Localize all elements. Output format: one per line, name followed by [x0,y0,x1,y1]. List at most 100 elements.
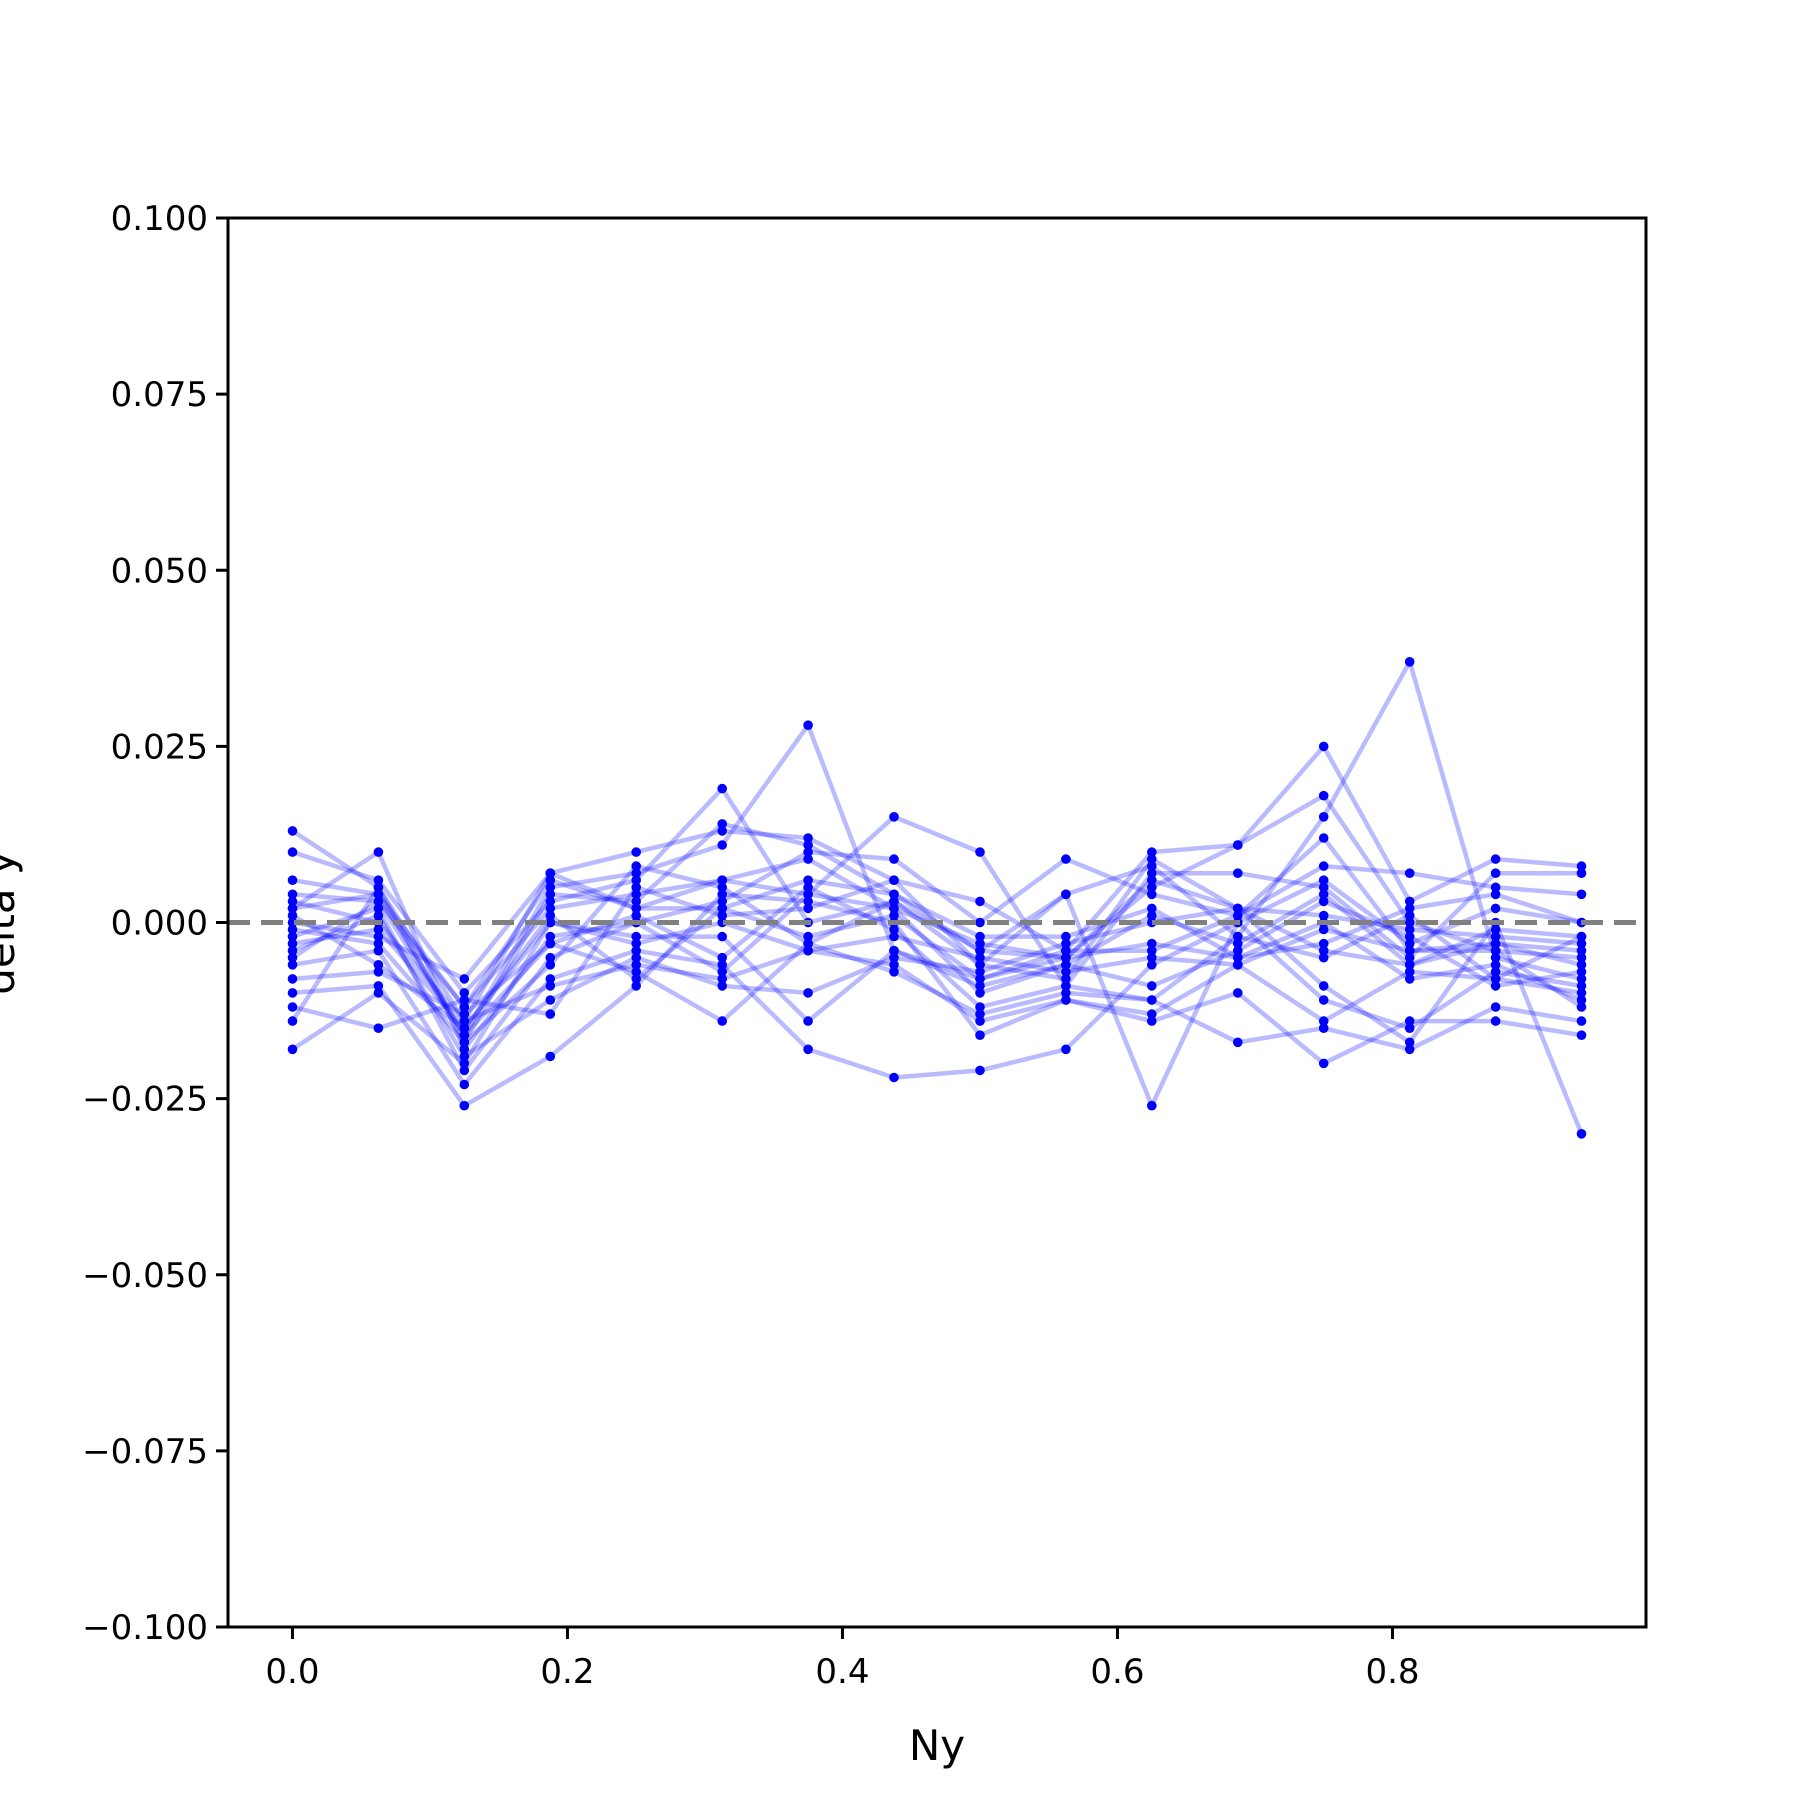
data-point [545,1051,556,1062]
data-point [545,995,556,1005]
y-tick-label: −0.075 [82,1432,208,1472]
data-point [287,896,298,907]
data-point [287,952,298,963]
data-point [1233,840,1243,850]
data-point [373,945,384,956]
series-line [290,863,1583,1045]
data-point [631,903,641,914]
series-line [291,899,1583,1024]
data-point [1061,988,1071,998]
data-point [803,840,813,850]
data-point [1490,960,1501,970]
data-point [373,960,384,970]
data-point [1061,938,1071,949]
data-point [1147,882,1157,893]
data-point [459,974,470,984]
data-point [717,910,727,921]
data-point [803,1044,813,1055]
data-point [1576,967,1587,977]
data-point [889,1072,899,1083]
data-point [975,1016,985,1026]
x-tick-label: 0.0 [265,1652,319,1692]
data-point [1318,910,1329,921]
data-point [1318,875,1329,885]
data-point [1318,833,1329,843]
data-point [803,875,813,885]
data-point [1404,931,1415,942]
data-point [1318,889,1329,900]
data-point [717,819,727,829]
y-tick-label: 0.075 [111,375,208,415]
data-point [287,931,298,942]
data-point [975,896,985,907]
series-line [292,920,1582,1087]
data-point [459,1030,470,1040]
data-point [1576,861,1587,871]
data-point [975,938,985,949]
data-point [803,931,813,942]
data-point [717,1016,727,1026]
data-point [459,995,470,1005]
data-point [1404,952,1415,963]
data-point [889,875,899,885]
data-point [889,924,899,935]
data-point [1233,868,1243,878]
data-point [1147,889,1157,900]
data-point [1061,974,1071,984]
data-point [459,1058,470,1069]
data-point [373,924,384,935]
data-point [1318,741,1329,752]
series-9 [287,903,1587,1062]
series-line [291,885,1582,1038]
data-point [373,981,384,991]
data-point [459,988,470,998]
data-point [631,875,641,885]
data-point [631,945,641,956]
data-point [1233,903,1243,914]
data-point [373,988,384,998]
data-point [631,847,641,857]
data-point [1147,854,1157,864]
data-point [631,974,641,984]
data-point [975,917,985,928]
data-point [975,988,985,998]
data-point [889,854,899,864]
data-point [1576,974,1587,984]
data-point [1318,812,1329,822]
data-point [1061,854,1071,864]
y-tick-label: 0.050 [111,551,208,591]
y-tick-label: 0.025 [111,727,208,767]
data-point [717,952,727,963]
data-point [1147,995,1157,1005]
data-point [889,952,899,963]
data-point [1490,967,1501,977]
data-point [1404,1016,1415,1026]
data-point [631,938,641,949]
x-tick-label: 0.2 [540,1652,594,1692]
data-point [287,826,298,836]
data-point [287,875,298,885]
data-point [1404,974,1415,984]
data-point [631,882,641,893]
data-point [1233,945,1243,956]
data-point [1576,988,1587,998]
data-point [631,868,641,878]
data-point [975,952,985,963]
data-point [889,945,899,956]
data-point [1233,960,1243,970]
data-point [803,854,813,864]
data-point [459,1009,470,1019]
data-point [631,960,641,970]
data-point [1147,903,1157,914]
data-point [1576,995,1587,1005]
data-point [287,889,298,900]
data-point [545,868,556,878]
data-point [717,931,727,942]
data-point [717,967,727,977]
data-point [459,1023,470,1033]
data-point [1490,1016,1501,1026]
data-point [287,924,298,935]
data-point [1404,1023,1415,1033]
data-point [1061,945,1071,956]
data-point [889,903,899,914]
